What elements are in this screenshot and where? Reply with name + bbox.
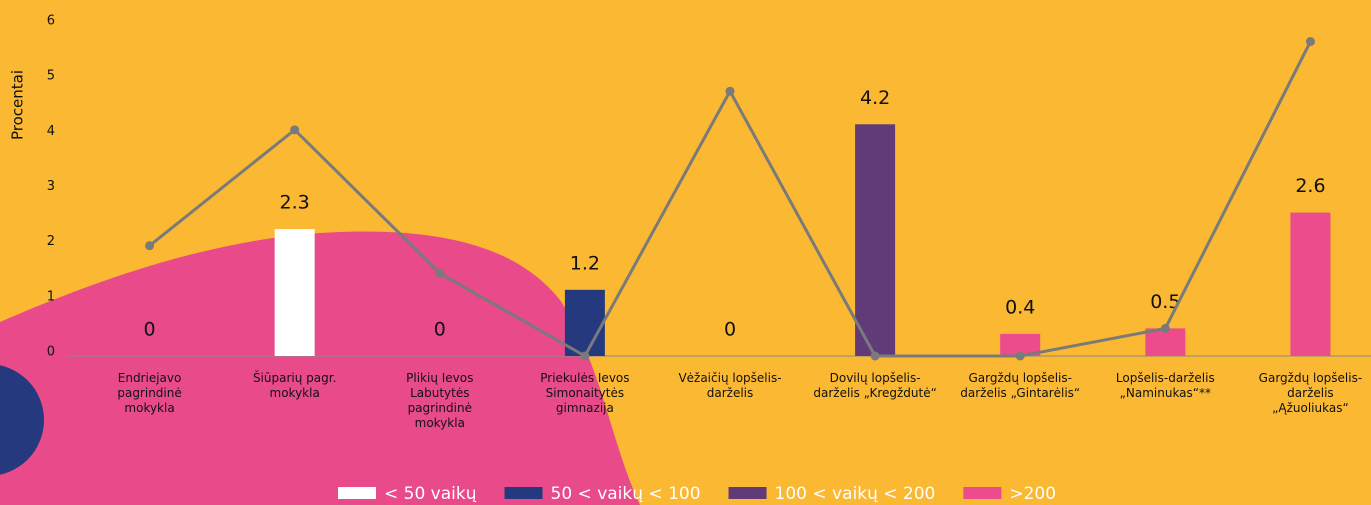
legend-swatch	[338, 487, 376, 499]
bar	[274, 229, 315, 356]
y-tick-label: 1	[47, 289, 55, 304]
x-tick-label-line: mokykla	[415, 416, 465, 430]
line-point	[1015, 351, 1025, 361]
x-tick-label: Priekulės Ievos Simonaitytės gimnazija	[540, 371, 629, 415]
line-point	[580, 351, 590, 361]
value-label: 0	[144, 319, 156, 341]
x-tick-label-line: Lopšelis-darželis	[1116, 371, 1215, 385]
line-point	[435, 268, 445, 278]
x-tick-label: Vėžaičių lopšelis-darželis	[678, 371, 781, 400]
x-tick-label: Plikių Ievos Labutytės pagrindinė mokykla	[406, 371, 473, 430]
legend-label: < 50 vaikų	[384, 484, 477, 504]
x-tick-label-line: Vėžaičių lopšelis-	[678, 371, 781, 385]
legend-swatch	[963, 487, 1002, 499]
x-tick-label: Lopšelis-darželis „Naminukas“**	[1116, 371, 1215, 400]
decor-blob	[0, 231, 640, 505]
legend-swatch	[504, 487, 543, 499]
x-tick-label-line: Endriejavo	[118, 371, 182, 385]
x-tick-label-line: „Naminukas“**	[1120, 386, 1211, 400]
x-tick-label-line: mokykla	[270, 386, 320, 400]
decor-circle	[0, 365, 44, 475]
y-tick-label: 3	[47, 179, 55, 194]
legend-swatch	[728, 487, 767, 499]
value-label: 0	[724, 319, 736, 341]
value-label: 0	[434, 319, 446, 341]
bar	[855, 124, 896, 356]
x-tick-label: Dovilų lopšelis-darželis „Kregždutė“	[813, 371, 936, 400]
x-tick-label-line: Plikių Ievos	[406, 371, 473, 385]
x-tick-label-line: Labutytės	[410, 386, 469, 400]
x-tick-label-line: Simonaitytės	[546, 386, 624, 400]
bar	[564, 289, 605, 356]
y-tick-label: 0	[47, 345, 55, 360]
y-tick-label: 6	[47, 14, 55, 29]
value-label: 2.6	[1295, 175, 1325, 197]
legend-label: 100 < vaikų < 200	[775, 484, 936, 504]
x-tick-label: Gargždų lopšelis-darželis „Ąžuoliukas“	[1259, 371, 1363, 415]
y-tick-label: 2	[47, 234, 55, 249]
legend-label: 50 < vaikų < 100	[551, 484, 701, 504]
y-tick-label: 5	[47, 69, 55, 84]
y-axis-title: Procentai	[9, 70, 27, 140]
x-tick-label: Endriejavo pagrindinė mokykla	[117, 371, 181, 415]
line-point	[290, 125, 300, 135]
x-tick-label-line: „Ąžuoliukas“	[1272, 401, 1349, 415]
line-point	[145, 241, 155, 251]
x-tick-label-line: Gargždų lopšelis-	[968, 371, 1072, 385]
x-tick-label-line: Gargždų lopšelis-	[1259, 371, 1363, 385]
x-tick-label-line: gimnazija	[556, 401, 614, 415]
x-tick-label-line: Šiūparių pagr.	[253, 370, 336, 385]
x-tick-label-line: darželis	[1287, 386, 1334, 400]
value-label: 2.3	[280, 192, 310, 214]
x-tick-label-line: darželis	[707, 386, 754, 400]
bar	[1000, 333, 1041, 356]
line-point	[1160, 323, 1170, 333]
line-point	[870, 351, 880, 361]
value-label: 0.4	[1005, 296, 1035, 318]
x-tick-label-line: pagrindinė	[408, 401, 472, 415]
value-label: 0.5	[1150, 291, 1180, 313]
x-tick-label-line: pagrindinė	[117, 386, 181, 400]
x-tick-label-line: mokykla	[124, 401, 174, 415]
x-tick-label: Gargždų lopšelis-darželis „Gintarėlis“	[960, 371, 1080, 400]
legend-label: >200	[1009, 484, 1056, 504]
x-tick-label-line: darželis „Kregždutė“	[813, 386, 936, 400]
value-label: 1.2	[570, 252, 600, 274]
line-point	[1305, 37, 1315, 47]
bar	[1290, 212, 1331, 356]
x-tick-label-line: darželis „Gintarėlis“	[960, 386, 1080, 400]
bar	[1145, 328, 1186, 356]
y-tick-label: 4	[47, 124, 55, 139]
x-tick-label-line: Priekulės Ievos	[540, 371, 629, 385]
x-tick-label: Šiūparių pagr. mokykla	[253, 370, 336, 400]
line-point	[725, 86, 735, 96]
value-label: 4.2	[860, 87, 890, 109]
x-tick-label-line: Dovilų lopšelis-	[830, 371, 921, 385]
